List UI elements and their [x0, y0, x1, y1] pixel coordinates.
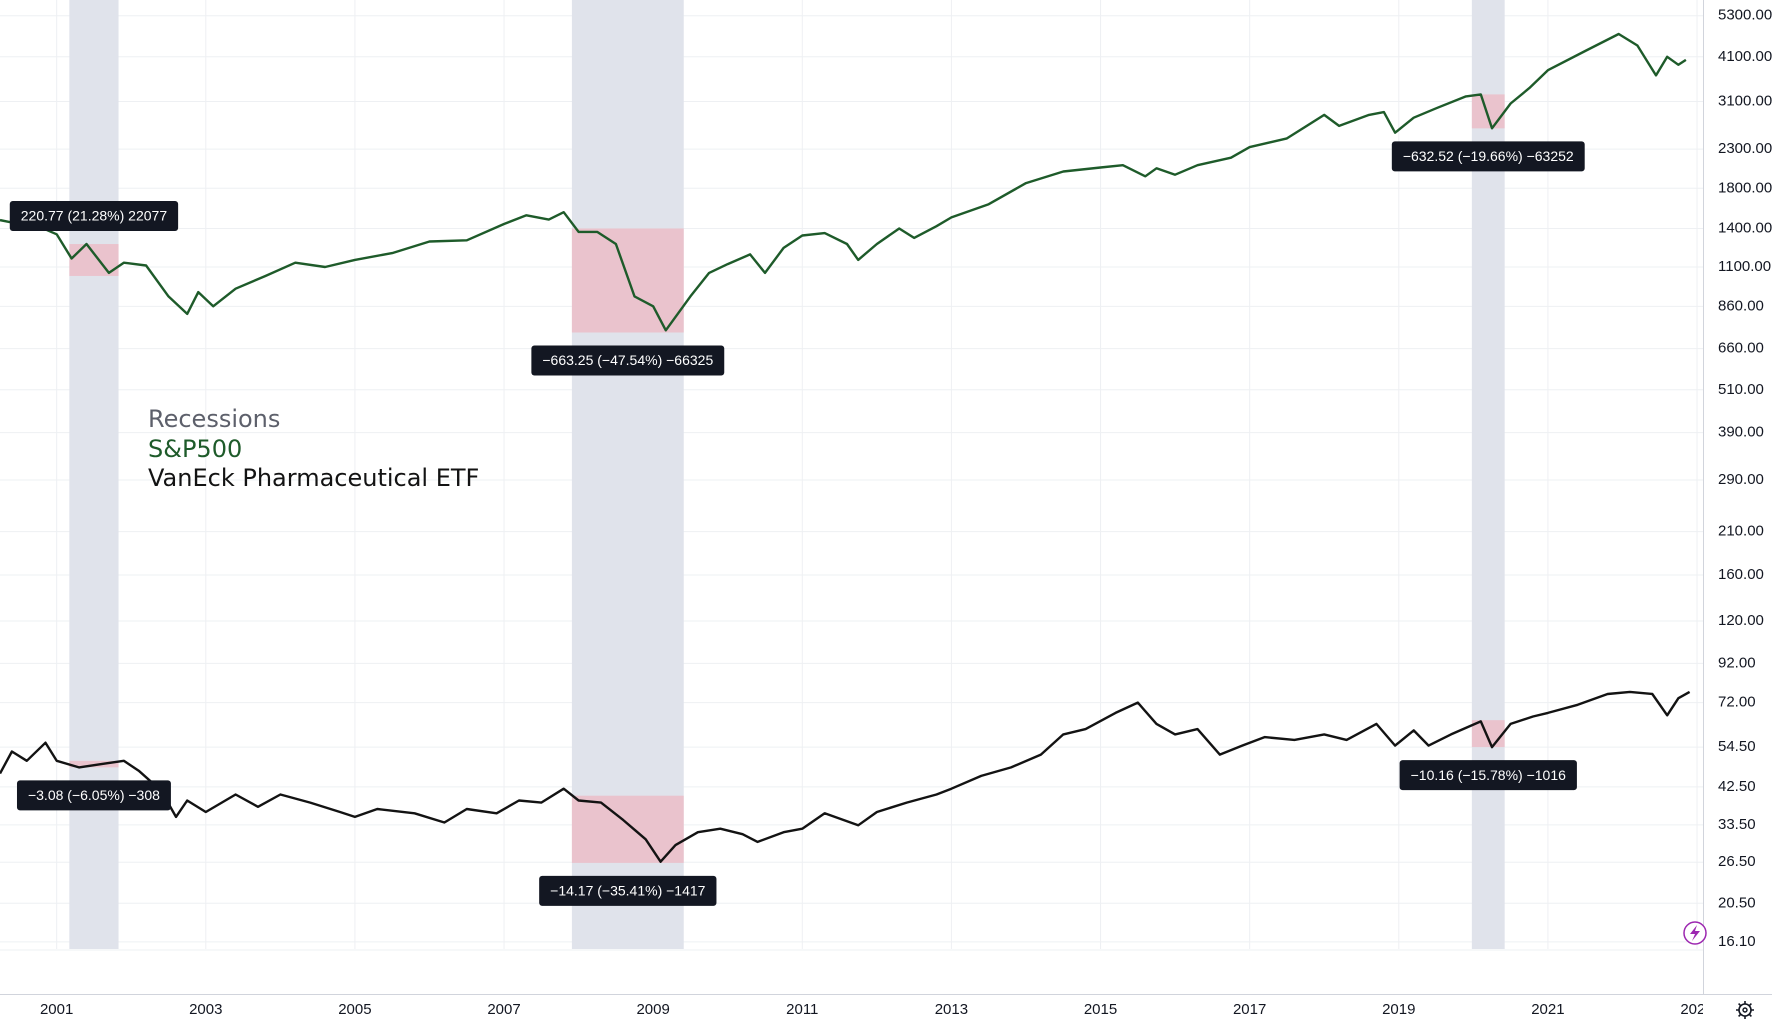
y-tick-label: 20.50: [1718, 894, 1756, 911]
measure-label-bg: [1399, 760, 1577, 791]
measure-label-bg: [531, 345, 725, 376]
y-tick-label: 660.00: [1718, 340, 1764, 357]
measure-label: 220.77 (21.28%) 22077: [21, 208, 168, 224]
series-line: [0, 32, 1687, 332]
y-tick-label: 54.50: [1718, 738, 1756, 755]
y-tick-label: 42.50: [1718, 778, 1756, 795]
y-tick-label: 1800.00: [1718, 179, 1772, 196]
x-tick-label: 2011: [786, 1001, 818, 1018]
x-axis: 2001 2003 2005 2007 2009 2011 2013 2015 2017 2019…: [40, 1001, 1714, 1018]
axis-panel: [1703, 0, 1772, 1024]
measure-labels: 220.77 (21.28%) 22077 −663.25 (−47.54%) −…: [9, 141, 1585, 906]
legend-sp500: S&P500: [148, 435, 242, 463]
measure-label: −10.16 (−15.78%) −1016: [1411, 767, 1567, 783]
y-tick-label: 2300.00: [1718, 140, 1772, 157]
measure-box: [571, 795, 684, 863]
y-tick-label: 160.00: [1718, 566, 1764, 583]
x-tick-label: 2001: [40, 1001, 73, 1018]
x-tick-label: 2009: [636, 1001, 669, 1018]
y-tick-label: 26.50: [1718, 853, 1756, 870]
series-line: [0, 690, 1691, 863]
measure-label: −663.25 (−47.54%) −66325: [542, 352, 713, 368]
y-tick-label: 1400.00: [1718, 219, 1772, 236]
x-tick-label: 2007: [487, 1001, 520, 1018]
measure-label: −632.52 (−19.66%) −63252: [1403, 148, 1574, 164]
x-tick-label: 2021: [1531, 1001, 1564, 1018]
x-tick-label: 2003: [189, 1001, 222, 1018]
measure-label-bg: [9, 201, 179, 232]
y-axis: 5300.00 4100.00 3100.00 2300.00 1800.00 1400.…: [1718, 7, 1772, 950]
y-tick-label: 33.50: [1718, 816, 1756, 833]
alert-bolt: [1690, 925, 1700, 941]
x-tick-label: 2015: [1084, 1001, 1117, 1018]
measure-label-bg: [16, 780, 171, 811]
x-tick-label: 2017: [1233, 1001, 1266, 1018]
measure-label-bg: [539, 875, 717, 906]
y-tick-label: 290.00: [1718, 471, 1764, 488]
y-tick-label: 92.00: [1718, 654, 1756, 671]
legend: Recessions S&P500 VanEck Pharmaceutical …: [148, 405, 479, 492]
y-tick-label: 3100.00: [1718, 92, 1772, 109]
legend-pharma: VanEck Pharmaceutical ETF: [148, 464, 479, 492]
measure-box: [1471, 94, 1505, 129]
y-tick-label: 4100.00: [1718, 48, 1772, 65]
y-tick-label: 5300.00: [1718, 7, 1772, 24]
y-tick-label: 390.00: [1718, 424, 1764, 441]
y-tick-label: 1100.00: [1718, 258, 1771, 275]
recession-band: [571, 0, 684, 949]
measure-box: [1471, 720, 1505, 748]
measure-label: −3.08 (−6.05%) −308: [28, 787, 160, 803]
series-lines: [0, 32, 1691, 863]
x-tick-label: 2013: [935, 1001, 968, 1018]
legend-recessions: Recessions: [148, 405, 280, 433]
measure-label: −14.17 (−35.41%) −1417: [550, 883, 706, 899]
y-tick-label: 72.00: [1718, 694, 1756, 711]
y-tick-label: 210.00: [1718, 523, 1764, 540]
y-tick-label: 510.00: [1718, 381, 1764, 398]
y-tick-label: 120.00: [1718, 612, 1764, 629]
x-tick-label: 2019: [1382, 1001, 1415, 1018]
x-tick-label: 2005: [338, 1001, 371, 1018]
grid: [0, 0, 1703, 949]
y-tick-label: 16.10: [1718, 933, 1756, 950]
y-tick-label: 860.00: [1718, 297, 1764, 314]
measure-label-bg: [1391, 141, 1585, 172]
settings-icon[interactable]: [1736, 1001, 1754, 1019]
